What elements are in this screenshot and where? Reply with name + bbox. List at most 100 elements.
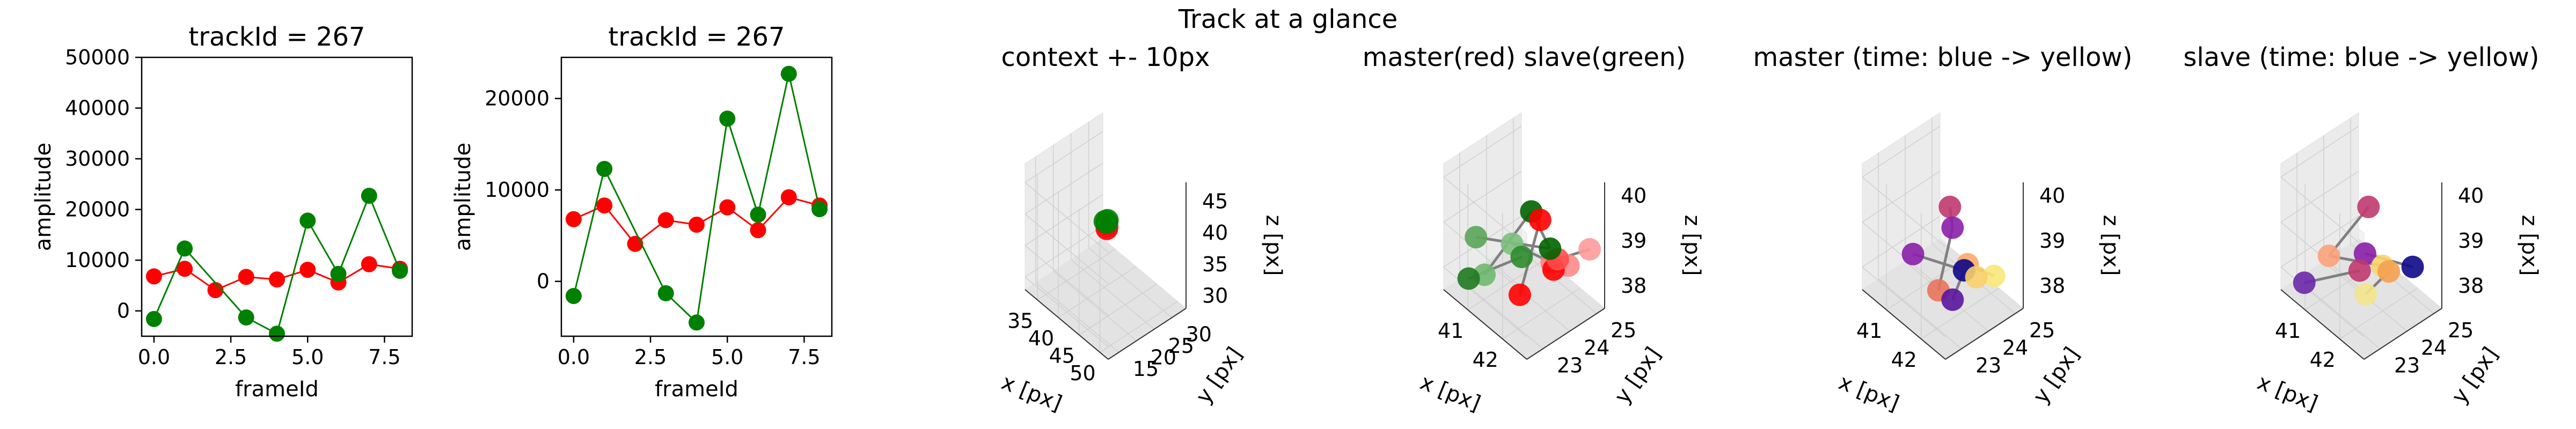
grid-line	[2339, 287, 2418, 339]
z-tick-label: 40	[2458, 184, 2484, 208]
y-tick-label: 40000	[65, 97, 130, 120]
data-point	[1465, 226, 1488, 249]
data-point	[811, 201, 828, 218]
chart-title: context +- 10px	[1001, 42, 1210, 72]
y-tick-label: 25	[1611, 319, 1636, 342]
y-tick-label: 30000	[65, 147, 130, 171]
data-point	[177, 240, 193, 257]
z-axis-label: z [px]	[1680, 215, 1704, 276]
data-point	[1965, 265, 1988, 289]
x-tick-label: 45	[1049, 344, 1075, 368]
grid-line	[1921, 287, 2000, 339]
y-tick-label: 10000	[65, 248, 130, 272]
data-point	[1941, 216, 1964, 239]
chart-title: trackId = 267	[608, 22, 785, 52]
x-axis-line	[1443, 289, 1527, 360]
data-point	[1510, 246, 1533, 269]
z-tick-label: 35	[1202, 253, 1228, 276]
y-tick-label: 50000	[65, 46, 130, 69]
grid-line	[1443, 221, 1527, 292]
data-point	[177, 261, 193, 277]
data-point	[596, 197, 613, 214]
y-tick-label: 0	[117, 299, 130, 323]
x-tick-label: 2.5	[215, 345, 247, 369]
y-axis-line	[1526, 308, 1605, 360]
data-point	[780, 189, 797, 205]
grid-line	[1079, 283, 1158, 336]
data-point	[207, 282, 224, 298]
z-tick-label: 40	[1202, 221, 1228, 245]
grid-line	[1100, 301, 1178, 353]
x-tick-label: 2.5	[634, 345, 667, 369]
x-tick-label: 7.5	[788, 345, 820, 369]
figure-suptitle: Track at a glance	[1178, 4, 1398, 34]
data-point	[750, 222, 766, 239]
data-point	[2317, 245, 2340, 268]
data-point	[361, 256, 377, 272]
z-tick-label: 39	[2039, 229, 2065, 253]
z-tick-label: 40	[1621, 184, 1646, 208]
data-point	[1457, 267, 1480, 290]
y-axis-line	[1945, 308, 2024, 360]
grid-line	[1878, 278, 1962, 349]
grid-line	[1024, 245, 1109, 316]
data-point	[1901, 242, 1924, 265]
data-point	[565, 211, 582, 227]
y-tick-label: 24	[2421, 336, 2447, 360]
data-point	[145, 268, 162, 285]
z-tick-label: 40	[2039, 184, 2065, 208]
grid-line	[1459, 278, 1543, 349]
data-point	[238, 269, 254, 285]
grid-line	[1024, 131, 1103, 183]
data-point	[689, 217, 705, 233]
y-tick-label: 0	[537, 270, 550, 293]
data-point	[657, 285, 674, 301]
z-axis-label: z [px]	[2098, 215, 2123, 276]
grid-line	[1037, 248, 1116, 301]
data-point	[596, 161, 613, 177]
grid-line	[1024, 276, 1109, 347]
data-point	[269, 271, 285, 288]
data-point	[719, 199, 736, 216]
data-point	[1982, 264, 2006, 287]
grid-line	[1862, 216, 1941, 268]
grid-line	[1862, 171, 1941, 223]
x-tick-label: 41	[2275, 319, 2301, 343]
z-tick-label: 38	[1621, 274, 1646, 298]
data-point	[1941, 288, 1964, 311]
y-axis-line	[2363, 308, 2442, 360]
data-point	[719, 110, 736, 127]
data-point	[1093, 210, 1116, 233]
data-point	[2348, 259, 2371, 282]
data-point	[565, 287, 582, 304]
x-axis-label: frameId	[235, 377, 319, 402]
plot-frame	[141, 56, 413, 337]
x-tick-label: 42	[2310, 348, 2336, 372]
grid-line	[2280, 216, 2359, 268]
grid-line	[2280, 176, 2365, 247]
x-tick-label: 42	[1473, 348, 1498, 372]
y-tick-label: 23	[1975, 353, 2001, 377]
chart-0: 0.0 2.5 5.0 7.5 0 10000 20000 30000 40000 50000 tr…	[31, 22, 413, 402]
data-point	[780, 65, 797, 82]
data-point	[1528, 208, 1552, 231]
x-tick-label: 50	[1070, 361, 1095, 385]
x-tick-label: 41	[1438, 319, 1463, 343]
grid-line	[1053, 270, 1137, 342]
data-point	[361, 188, 377, 204]
data-point	[2401, 255, 2424, 278]
grid-line	[1862, 176, 1946, 247]
grid-line	[1502, 287, 1581, 339]
x-axis-line	[1862, 289, 1946, 360]
data-point	[145, 310, 162, 327]
y-tick-label: 15	[1133, 357, 1159, 381]
grid-line	[1024, 194, 1103, 246]
chart-0-series-1	[145, 188, 408, 342]
grid-line	[1443, 125, 1522, 177]
panels: 0.0 2.5 5.0 7.5 0 10000 20000 30000 40000 50000 tr…	[31, 22, 2542, 416]
y-tick-label: 25	[2029, 319, 2055, 342]
y-tick-label: 20000	[65, 198, 130, 221]
grid-line	[1443, 171, 1522, 223]
